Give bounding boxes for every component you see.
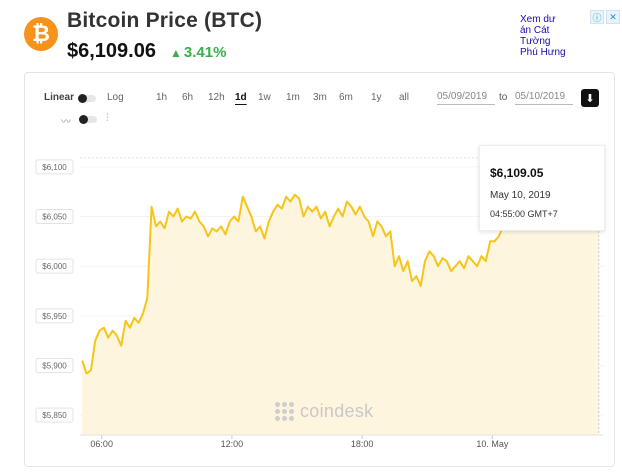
current-price: $6,109.06 <box>67 40 156 62</box>
chart-type-toggle[interactable] <box>79 115 97 124</box>
range-1y[interactable]: 1y <box>371 92 382 103</box>
close-icon[interactable]: ✕ <box>606 10 620 24</box>
ad-controls: ⓘ ✕ <box>590 10 620 24</box>
tooltip-date: May 10, 2019 <box>490 190 551 201</box>
chart-card: Linear Log 〰 ⫶ 1h 6h 12h 1d 1w 1m 3m 6m 1y all 05… <box>24 72 615 467</box>
coindesk-watermark: coindesk <box>275 401 373 422</box>
x-tick-label: 12:00 <box>221 439 244 449</box>
y-tick-box <box>35 159 74 175</box>
price-chart[interactable]: $5,850 $5,900 $5,950 $6,000 $6,050 $6,100 06:0… <box>25 73 614 466</box>
up-arrow-icon: ▲ <box>170 46 182 60</box>
y-tick-label: $6,050 <box>42 213 67 222</box>
ad-text-link[interactable]: Xem dư án Cát Tường Phú Hưng <box>520 14 566 58</box>
candlestick-chart-icon[interactable]: ⫶ <box>106 113 109 124</box>
x-tick-label: 06:00 <box>90 439 113 449</box>
range-12h[interactable]: 12h <box>208 92 225 103</box>
y-tick-label: $6,000 <box>42 262 67 271</box>
range-all[interactable]: all <box>399 92 410 103</box>
x-tick-label: 18:00 <box>351 439 374 449</box>
watermark-text: coindesk <box>300 401 374 421</box>
to-date-input[interactable]: 05/10/2019 <box>515 91 573 105</box>
y-tick-label: $5,900 <box>42 361 67 370</box>
range-1d[interactable]: 1d <box>235 92 247 103</box>
price-area-fill <box>82 157 599 435</box>
y-tick-box <box>35 357 74 373</box>
y-tick-box <box>35 258 74 274</box>
range-1m[interactable]: 1m <box>286 92 300 103</box>
scale-log-label[interactable]: Log <box>107 92 124 103</box>
tooltip-price: $6,109.05 <box>490 166 544 180</box>
download-button[interactable]: ⬇ <box>581 89 599 107</box>
range-1w[interactable]: 1w <box>258 92 271 103</box>
y-tick-box <box>35 407 74 423</box>
scale-toggle[interactable] <box>78 94 96 103</box>
range-1h[interactable]: 1h <box>156 92 168 103</box>
info-icon[interactable]: ⓘ <box>590 10 604 24</box>
range-3m[interactable]: 3m <box>313 92 327 103</box>
price-change-value: 3.41% <box>183 44 227 61</box>
y-tick-label: $6,100 <box>42 163 67 172</box>
y-tick-box <box>35 308 74 324</box>
to-label: to <box>499 92 508 103</box>
page-title: Bitcoin Price (BTC) <box>67 9 263 32</box>
tooltip-time: 04:55:00 GMT+7 <box>490 209 558 219</box>
download-icon: ⬇ <box>585 92 595 105</box>
range-6m[interactable]: 6m <box>339 92 353 103</box>
price-change: ▲ 3.41% <box>170 44 226 61</box>
coindesk-logo-icon <box>275 402 294 421</box>
range-6h[interactable]: 6h <box>182 92 194 103</box>
scale-linear-label[interactable]: Linear <box>44 92 75 103</box>
x-tick-label: 10. May <box>476 439 509 449</box>
bitcoin-logo: ₿ <box>24 17 58 51</box>
price-tooltip: $6,109.05 May 10, 2019 04:55:00 GMT+7 <box>479 145 605 231</box>
y-tick-label: $5,950 <box>42 312 67 321</box>
y-tick-box <box>35 209 74 225</box>
y-tick-label: $5,850 <box>42 411 67 420</box>
line-chart-icon[interactable]: 〰 <box>61 117 71 128</box>
from-date-input[interactable]: 05/09/2019 <box>437 91 495 105</box>
